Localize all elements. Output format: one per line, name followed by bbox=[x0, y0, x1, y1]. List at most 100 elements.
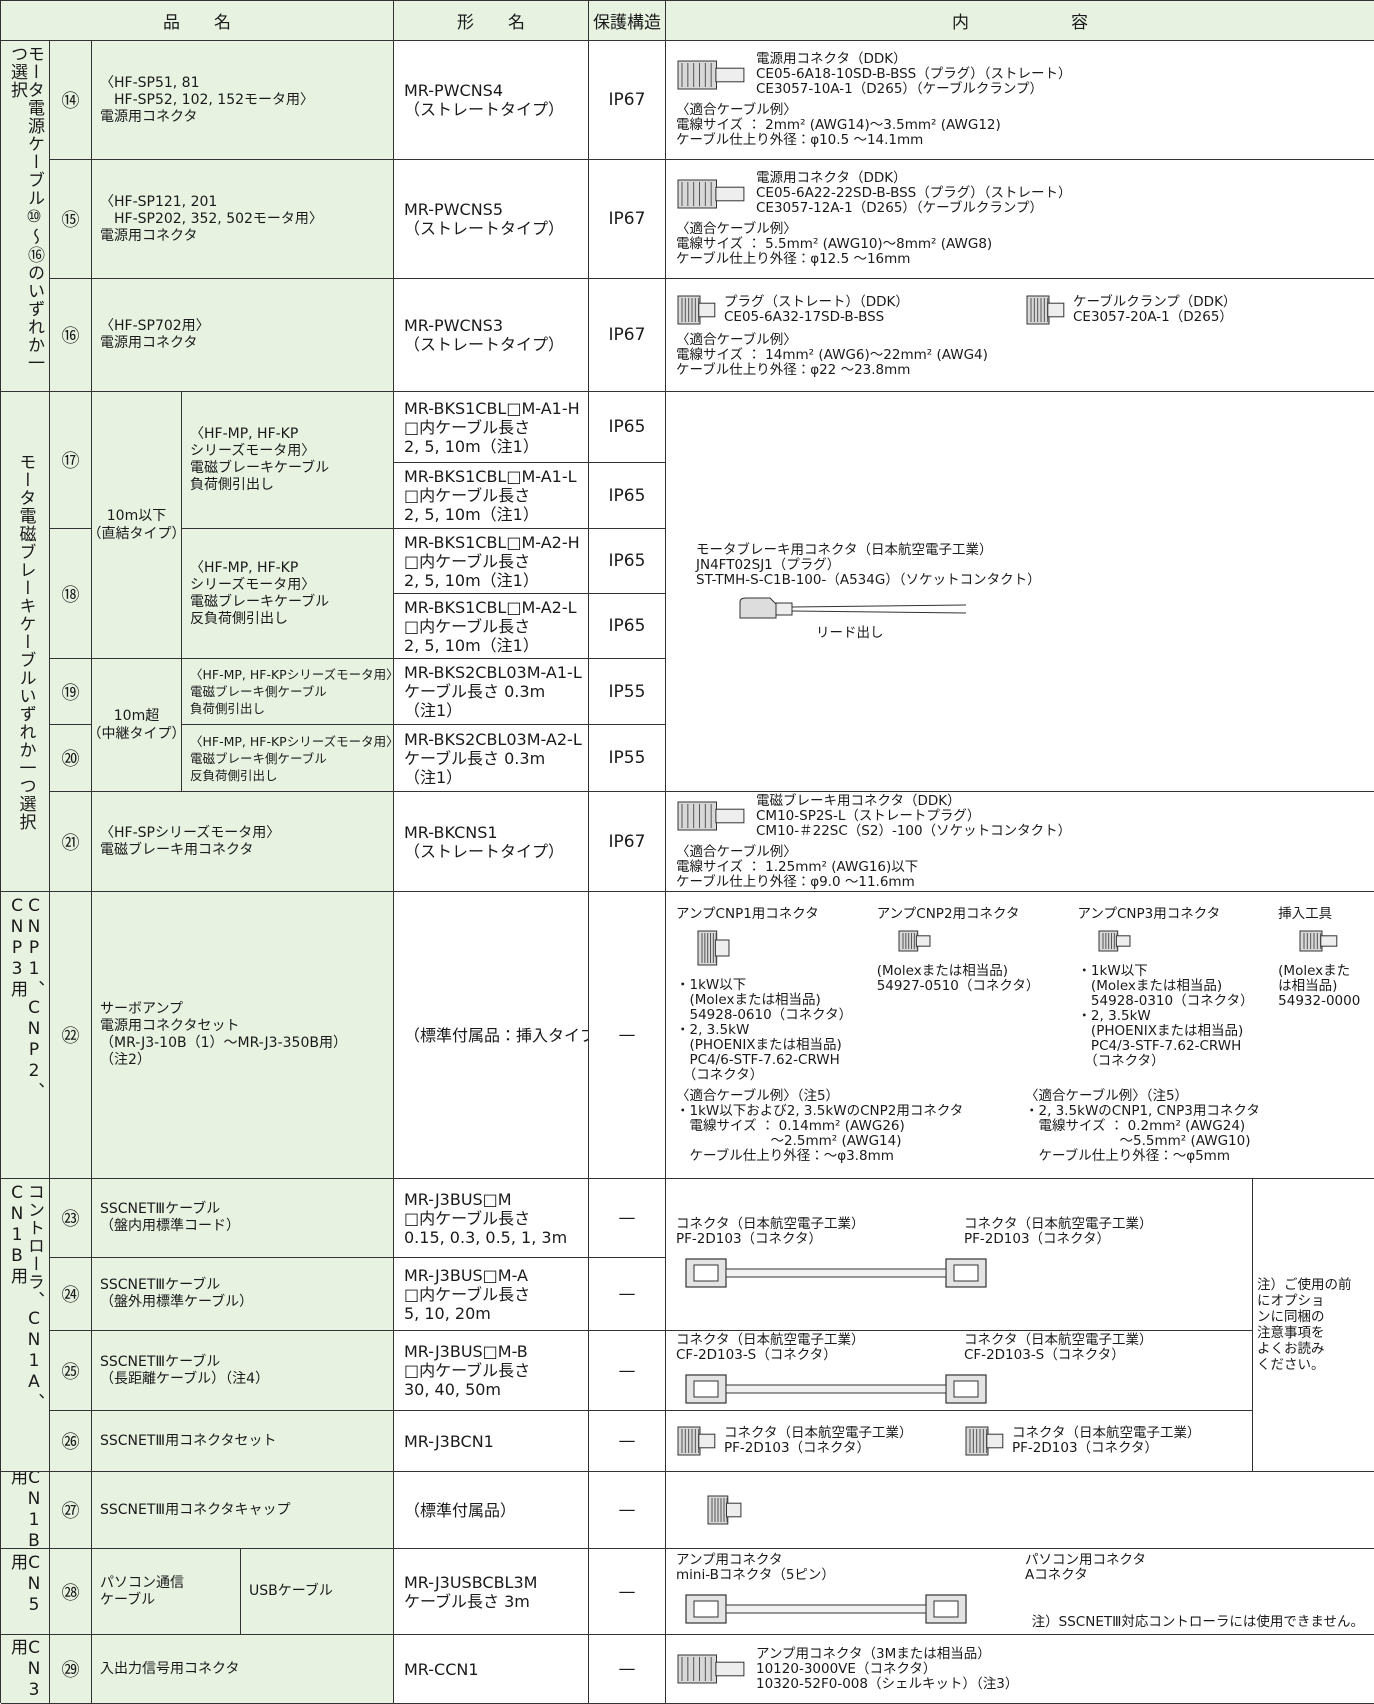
vertical-text: CN3用 bbox=[7, 1637, 44, 1701]
model: MR-J3BCN1 bbox=[394, 1411, 589, 1472]
text-line: 負荷側引出し bbox=[190, 477, 274, 493]
connector-icon bbox=[677, 179, 745, 208]
parts-row: プラグ（ストレート）（DDK） CE05-6A32-17SD-B-BSS ケーブルク… bbox=[676, 293, 1364, 327]
text-line: IP55 bbox=[608, 681, 646, 702]
protection: IP67 bbox=[589, 279, 666, 392]
lead-connector bbox=[739, 597, 967, 618]
text-line: 〈HF-MP, HF-KPシリーズモータ用〉 bbox=[190, 667, 394, 682]
connector-icon bbox=[677, 60, 745, 89]
cable-spec: 〈適合ケーブル例〉（注5） ・2, 3.5kWのCNP1, CNP3用コネクタ 電… bbox=[1025, 1088, 1364, 1164]
drawing-part bbox=[725, 1384, 947, 1393]
text-line: IP67 bbox=[608, 831, 646, 852]
drawing-part bbox=[1047, 302, 1065, 317]
text-line: モータブレーキ用コネクタ（日本航空電子工業） bbox=[696, 541, 993, 558]
text-line: コネクタ（日本航空電子工業） bbox=[676, 1215, 865, 1232]
text-line: 〈HF-MP, HF-KP bbox=[190, 559, 299, 576]
text-line: MR-BKS1CBL□M-A2-H bbox=[404, 532, 580, 552]
text-line: 内 容 bbox=[952, 13, 1088, 33]
parts-row: コネクタ（日本航空電子工業） PF-2D103（コネクタ） コネクタ（日本航空電子工… bbox=[676, 1215, 1242, 1247]
text-line: MR-BKS1CBL□M-A1-H bbox=[404, 398, 580, 418]
text-line: MR-PWCNS3 bbox=[404, 316, 503, 335]
text-line: SSCNETⅢ用コネクタキャップ bbox=[100, 1501, 291, 1518]
model: MR-BKS2CBL03M-A1-L ケーブル長さ 0.3m （注1） bbox=[394, 659, 589, 725]
text-line: コネクタ（日本航空電子工業） bbox=[1012, 1425, 1201, 1441]
content: 電磁ブレーキ用コネクタ（DDK） CM10-SP2S-L（ストレートプラグ） CM1… bbox=[666, 792, 1374, 892]
protection: — bbox=[589, 892, 666, 1179]
drawing-part bbox=[725, 1604, 927, 1614]
drawing-part bbox=[714, 939, 730, 956]
text-line: アンプ用コネクタ（3Mまたは相当品） bbox=[756, 1645, 991, 1662]
text-line: 入出力信号用コネクタ bbox=[100, 1660, 240, 1677]
text-line: 〜5.5mm² (AWG10) bbox=[1025, 1132, 1251, 1149]
item-number: ㉖ bbox=[50, 1411, 92, 1472]
text-line: 反負荷側引出し bbox=[190, 610, 288, 627]
parts-block: アンプ用コネクタ（3Mまたは相当品） 10120-3000VE（コネクタ） 1032… bbox=[676, 1645, 1364, 1692]
vertical-text: CN5用 bbox=[7, 1553, 44, 1616]
drawing-part bbox=[925, 1594, 967, 1624]
content-note: 注）SSCNETⅢ対応コントローラには使用できません。 bbox=[1031, 1614, 1364, 1630]
text-line: 注）ご使用の前 bbox=[1257, 1277, 1352, 1293]
model: MR-J3BUS□M-B □内ケーブル長さ 30, 40, 50m bbox=[394, 1331, 589, 1411]
group-label: モータ電磁ブレーキケーブルいずれか一つ選択 bbox=[1, 392, 50, 892]
model: （標準付属品） bbox=[394, 1472, 589, 1549]
text-line: （ストレートタイプ） bbox=[404, 335, 565, 354]
parts-text: プラグ（ストレート）（DDK） CE05-6A32-17SD-B-BSS bbox=[724, 294, 909, 325]
parts-column: アンプCNP1用コネクタ ・1kW以下 (Molexまたは相当品) 54928-0… bbox=[676, 906, 867, 1083]
text-line: — bbox=[618, 1431, 636, 1451]
text-line: IP65 bbox=[608, 616, 646, 636]
text-line: MR-J3BUS□M bbox=[404, 1189, 512, 1209]
text-line: 品 名 bbox=[163, 13, 231, 33]
connector-icon bbox=[677, 801, 745, 831]
protection: IP65 bbox=[589, 392, 666, 463]
item-name: SSCNETⅢケーブル （長距離ケーブル）（注4） bbox=[92, 1331, 394, 1411]
drawing-part bbox=[715, 808, 745, 824]
model: MR-BKS1CBL□M-A1-H □内ケーブル長さ 2, 5, 10m（注1） bbox=[394, 392, 589, 463]
parts-column: ケーブルクランプ（DDK） CE3057-20A-1（D265） bbox=[1025, 293, 1364, 327]
model: MR-PWCNS5 （ストレートタイプ） bbox=[394, 160, 589, 279]
text-line: ・2, 3.5kW bbox=[1077, 1007, 1151, 1024]
model: MR-J3BUS□M □内ケーブル長さ 0.15, 0.3, 0.5, 1, 3m bbox=[394, 1179, 589, 1258]
text-line: ㉔ bbox=[61, 1285, 80, 1306]
text-line: ・1kW以下 bbox=[676, 976, 747, 993]
text-line: ケーブル仕上り外径：φ9.0 〜11.6mm bbox=[676, 873, 915, 890]
text-line: CE3057-20A-1（D265） bbox=[1073, 308, 1233, 325]
drawing-part bbox=[986, 1433, 1004, 1449]
text-line: 反負荷側引出し bbox=[190, 767, 278, 783]
text-line: ⑭ bbox=[61, 91, 80, 112]
item-name: SSCNETⅢ用コネクタセット bbox=[92, 1411, 394, 1472]
text-line: ケーブル仕上り外径：〜φ3.8mm bbox=[676, 1147, 894, 1164]
text-line: パソコン通信 bbox=[100, 1574, 184, 1591]
text-line: Aコネクタ bbox=[1025, 1567, 1088, 1583]
text-line: — bbox=[618, 1284, 636, 1304]
text-line: ・2, 3.5kW bbox=[676, 1021, 750, 1038]
text-line: ㉒ bbox=[61, 1026, 80, 1047]
text-line: 54928-0310（コネクタ） bbox=[1077, 992, 1254, 1009]
text-line: MR-CCN1 bbox=[404, 1659, 479, 1679]
text-line: 〜2.5mm² (AWG14) bbox=[676, 1132, 902, 1149]
item-number: ㉔ bbox=[50, 1258, 92, 1331]
protection: — bbox=[589, 1472, 666, 1549]
text-line: MR-BKS2CBL03M-A1-L bbox=[404, 663, 582, 682]
text-line: □内ケーブル長さ bbox=[404, 486, 531, 505]
text-line: （ストレートタイプ） bbox=[404, 100, 565, 119]
text-line: ケーブル仕上り外径：φ22 〜23.8mm bbox=[676, 361, 911, 378]
parts-column: コネクタ（日本航空電子工業） PF-2D103（コネクタ） bbox=[676, 1424, 954, 1458]
drawing-part bbox=[1320, 934, 1338, 947]
text-line: MR-J3BUS□M-B bbox=[404, 1342, 528, 1361]
parts-text: モータブレーキ用コネクタ（日本航空電子工業） JN4FT02SJ1（プラグ） ST-… bbox=[696, 541, 1364, 588]
text-line: 電源用コネクタ bbox=[100, 108, 198, 125]
text-line: 〈適合ケーブル例〉 bbox=[676, 102, 797, 118]
text-line: （コネクタ） bbox=[676, 1066, 764, 1083]
drawing-part bbox=[791, 604, 967, 607]
text-line: SSCNETⅢ用コネクタセット bbox=[100, 1432, 277, 1449]
text-line: mini-Bコネクタ（5ピン） bbox=[676, 1567, 835, 1583]
protection: IP65 bbox=[589, 594, 666, 659]
item-number: ⑯ bbox=[50, 279, 92, 392]
text-line: IP55 bbox=[608, 748, 646, 768]
content: アンプ用コネクタ（3Mまたは相当品） 10120-3000VE（コネクタ） 1032… bbox=[666, 1635, 1374, 1704]
protection: IP65 bbox=[589, 463, 666, 529]
text-line: PF-2D103（コネクタ） bbox=[724, 1440, 870, 1456]
text-line: CM10-＃22SC（S2）-100（ソケットコンタクト） bbox=[756, 822, 1072, 839]
